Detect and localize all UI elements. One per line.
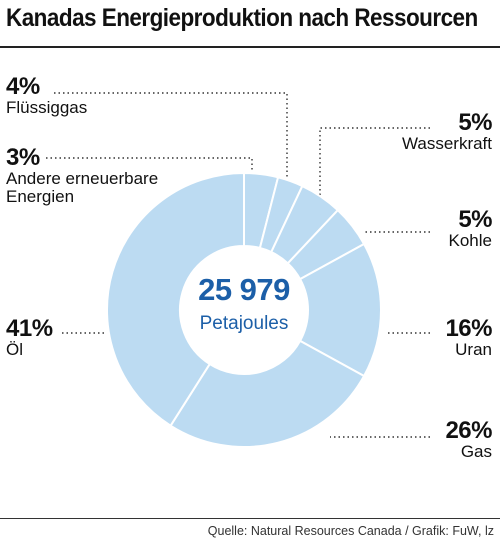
source-rule	[0, 518, 500, 519]
value-label: 26%	[445, 417, 492, 444]
value-label: 3%	[6, 144, 40, 171]
value-label: 5%	[458, 109, 492, 136]
center-total-unit: Petajoules	[200, 313, 289, 334]
label-oel: 41% Öl	[6, 316, 53, 359]
donut-slices	[106, 171, 382, 448]
label-kohle: 5% Kohle	[448, 206, 493, 251]
category-label: Wasserkraft	[401, 134, 492, 154]
value-label: 5%	[458, 206, 492, 233]
label-wasserkraft: 5% Wasserkraft	[401, 109, 493, 154]
category-label: Andere erneuerbare Energien	[6, 169, 159, 207]
label-fluessiggas: 4% Flüssiggas	[6, 74, 87, 117]
center-total-value: 25 979	[198, 272, 290, 307]
category-label: Gas	[460, 442, 492, 462]
category-label: Kohle	[448, 231, 492, 251]
value-label: 41%	[6, 315, 53, 342]
category-label: Flüssiggas	[6, 98, 88, 118]
label-gas: 26% Gas	[445, 418, 492, 461]
slice-gas	[169, 339, 366, 448]
source-note: Quelle: Natural Resources Canada / Grafi…	[207, 524, 494, 538]
label-uran: 16% Uran	[445, 316, 492, 359]
label-andere-erneuerbare: 3% Andere erneuerbare Energien	[6, 145, 206, 206]
slice-uran	[298, 242, 382, 378]
category-label: Uran	[455, 340, 492, 360]
value-label: 4%	[6, 73, 40, 100]
value-label: 16%	[445, 315, 492, 342]
title-rule	[0, 46, 500, 48]
category-label: Öl	[6, 340, 23, 360]
slice-oel	[106, 171, 245, 428]
chart-title: Kanadas Energieproduktion nach Ressource…	[6, 4, 478, 32]
leader-wasserkraft	[319, 127, 430, 196]
